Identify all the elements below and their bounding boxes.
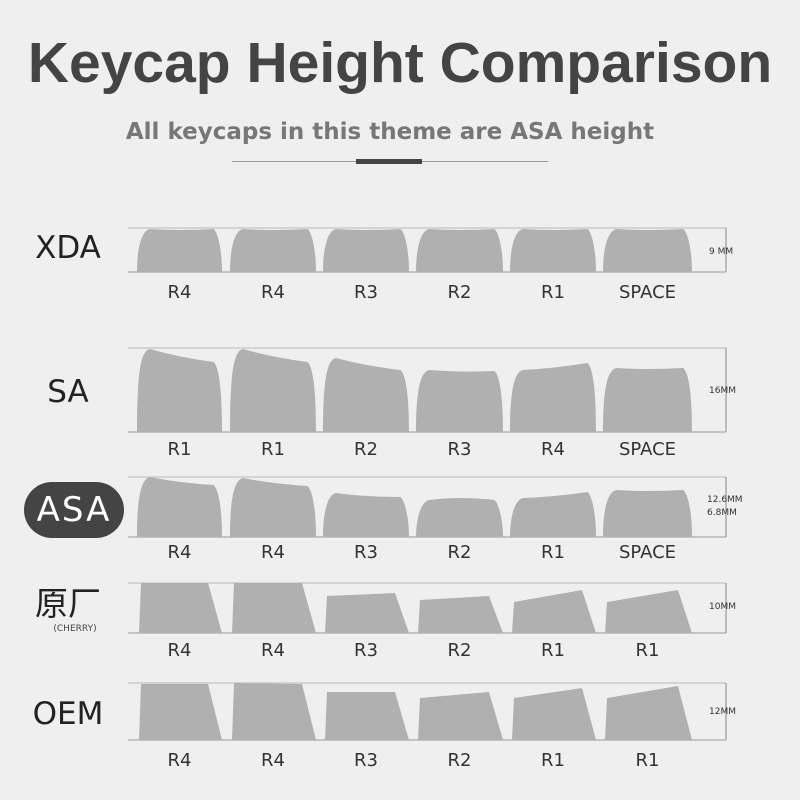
keycap-row-label: R4 <box>541 439 565 460</box>
profile-label-oem: OEM <box>32 696 104 732</box>
keycap-row-label: R4 <box>261 282 285 303</box>
height-measure-label: 12.6MM <box>707 495 743 505</box>
profile-label-asa: ASA <box>24 482 124 538</box>
height-measure-label: 9 MM <box>709 247 733 257</box>
keycap-r1 <box>510 492 596 537</box>
keycap-r2 <box>323 358 409 432</box>
keycap-row-label: R4 <box>261 640 285 661</box>
keycap-r1 <box>512 688 596 740</box>
keycap-row-label: R2 <box>448 640 472 661</box>
keycap-row-label: R1 <box>168 439 192 460</box>
height-measure-label: 12MM <box>709 707 736 717</box>
height-measure-label: 16MM <box>709 386 736 396</box>
keycap-row-label: SPACE <box>619 542 676 563</box>
keycap-r3 <box>325 692 409 740</box>
keycap-row-label: R4 <box>168 640 192 661</box>
keycap-space <box>603 490 692 537</box>
keycap-r1 <box>510 229 596 272</box>
keycap-r3 <box>416 370 503 432</box>
keycap-row-label: R3 <box>354 640 378 661</box>
divider-accent <box>356 159 422 164</box>
profile-label-xda: XDA <box>35 230 101 266</box>
keycap-r1 <box>605 686 692 740</box>
keycap-row-label: R4 <box>261 542 285 563</box>
page-title: Keycap Height Comparison <box>27 31 773 95</box>
keycap-row-label: R1 <box>636 640 660 661</box>
keycap-r4 <box>232 583 316 633</box>
keycap-r1 <box>512 590 596 633</box>
keycap-row-label: R4 <box>261 750 285 771</box>
height-measure-label: 6.8MM <box>707 508 737 518</box>
keycap-r1 <box>605 590 692 633</box>
keycap-r2 <box>416 498 503 537</box>
keycap-r3 <box>325 593 409 633</box>
keycap-r4 <box>230 229 316 272</box>
keycap-space <box>603 368 692 432</box>
keycap-row-label: R2 <box>448 542 472 563</box>
profile-label-cherry: 原厂 <box>35 584 101 623</box>
keycap-r1 <box>230 349 316 432</box>
profile-label-sa: SA <box>47 374 89 410</box>
height-measure-label: 10MM <box>709 602 736 612</box>
keycap-r4 <box>137 477 222 537</box>
keycap-r3 <box>323 229 409 272</box>
keycap-row-label: R1 <box>541 640 565 661</box>
keycap-row-label: R2 <box>448 750 472 771</box>
subtitle: All keycaps in this theme are ASA height <box>125 119 655 145</box>
keycap-r2 <box>418 596 503 633</box>
keycap-r4 <box>230 478 316 537</box>
keycap-row-label: R3 <box>354 750 378 771</box>
keycap-r4 <box>232 683 316 740</box>
keycap-r3 <box>323 493 409 537</box>
keycap-r4 <box>139 583 222 633</box>
keycap-row-label: R1 <box>541 542 565 563</box>
keycap-row-label: R3 <box>448 439 472 460</box>
keycap-row-label: R1 <box>541 282 565 303</box>
keycap-row-label: R3 <box>354 542 378 563</box>
keycap-r4 <box>510 363 596 432</box>
keycap-r1 <box>137 349 222 432</box>
keycap-row-label: SPACE <box>619 282 676 303</box>
keycap-row-label: R1 <box>636 750 660 771</box>
keycap-r2 <box>418 692 503 740</box>
keycap-row-label: R2 <box>448 282 472 303</box>
keycap-r4 <box>137 229 222 272</box>
keycap-row-label: SPACE <box>619 439 676 460</box>
keycap-space <box>603 229 692 272</box>
keycap-row-label: R4 <box>168 750 192 771</box>
keycap-row-label: R3 <box>354 282 378 303</box>
keycap-r4 <box>139 684 222 740</box>
profile-sublabel-cherry: (CHERRY) <box>53 624 97 634</box>
keycap-row-label: R4 <box>168 542 192 563</box>
keycap-row-label: R1 <box>261 439 285 460</box>
keycap-row-label: R4 <box>168 282 192 303</box>
keycap-row-label: R1 <box>541 750 565 771</box>
keycap-row-label: R2 <box>354 439 378 460</box>
keycap-r2 <box>416 229 503 272</box>
